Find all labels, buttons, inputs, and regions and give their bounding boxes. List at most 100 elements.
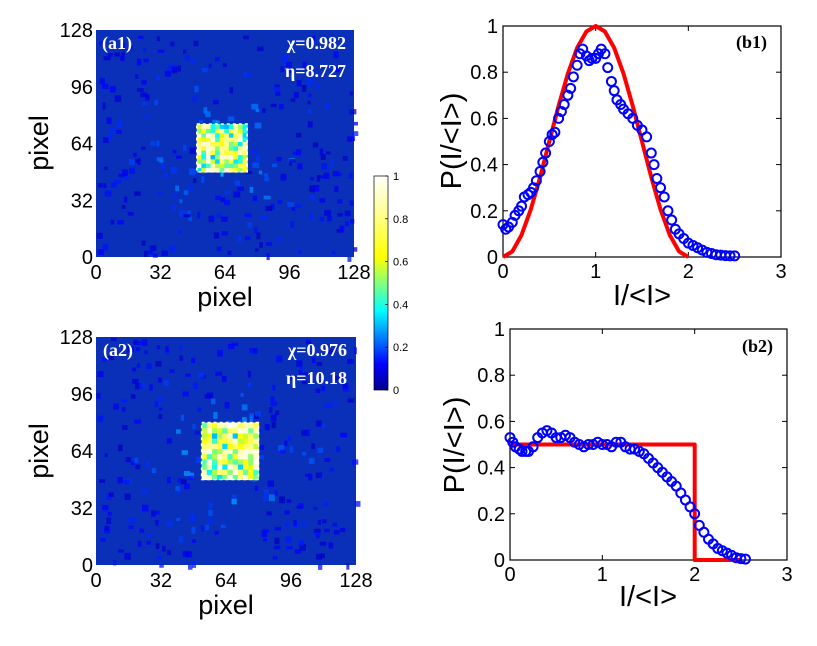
noise-pixel — [122, 407, 126, 412]
noise-pixel — [183, 190, 189, 196]
speckle-cell — [224, 141, 230, 147]
speckle-cell — [222, 422, 229, 429]
noise-pixel — [127, 211, 134, 216]
noise-pixel — [179, 199, 183, 204]
noise-pixel — [272, 556, 278, 560]
speckle-cell — [206, 443, 213, 450]
speckle-cell — [253, 422, 260, 429]
noise-pixel — [134, 159, 139, 163]
noise-pixel — [337, 199, 343, 204]
noise-pixel — [145, 94, 150, 101]
noise-pixel — [295, 132, 302, 138]
y-tick-label: 64 — [71, 134, 93, 156]
chi-value-a2: χ=0.976 — [287, 340, 347, 360]
noise-pixel — [97, 183, 103, 188]
noise-pixel — [205, 524, 210, 531]
noise-pixel — [150, 141, 156, 146]
speckle-cell — [205, 158, 212, 164]
speckle-cell — [224, 154, 230, 160]
speckle-cell — [217, 427, 223, 434]
noise-pixel — [128, 525, 135, 530]
noise-pixel — [139, 528, 145, 533]
eta-value-a1: η=8.727 — [285, 61, 346, 81]
noise-pixel — [118, 549, 124, 553]
noise-pixel — [265, 242, 273, 246]
speckle-cell — [210, 132, 216, 138]
noise-pixel — [152, 253, 158, 258]
noise-pixel — [169, 369, 175, 373]
speckle-cell — [219, 163, 225, 169]
noise-pixel — [309, 195, 315, 200]
speckle-cell — [224, 163, 230, 169]
noise-pixel — [305, 339, 311, 345]
speckle-cell — [232, 474, 239, 481]
data-point — [729, 250, 741, 262]
y-tick-label: 0 — [487, 247, 498, 269]
speckle-cell — [196, 150, 202, 156]
speckle-cell — [237, 474, 244, 481]
noise-pixel — [103, 183, 107, 189]
noise-pixel — [143, 250, 148, 257]
noise-pixel — [337, 213, 343, 217]
speckle-cell — [248, 463, 254, 470]
noise-pixel — [223, 217, 227, 221]
noise-pixel — [267, 480, 274, 487]
speckle-cell — [219, 150, 225, 156]
noise-pixel — [192, 561, 196, 568]
speckle-cell — [242, 132, 248, 138]
speckle-cell — [210, 163, 216, 169]
speckle-noise — [96, 337, 361, 570]
noise-pixel — [179, 344, 183, 351]
noise-pixel — [252, 162, 260, 169]
noise-pixel — [159, 407, 163, 411]
noise-pixel — [224, 199, 231, 206]
speckle-cell — [238, 123, 244, 129]
noise-pixel — [117, 476, 123, 484]
data-point — [689, 508, 701, 520]
speckle-cell — [242, 443, 249, 450]
speckle-cell — [228, 132, 235, 138]
noise-pixel — [227, 250, 232, 256]
noise-pixel — [108, 355, 115, 361]
noise-pixel — [107, 511, 112, 516]
noise-pixel — [183, 471, 191, 477]
noise-pixel — [227, 343, 235, 350]
speckle-cell — [253, 463, 260, 470]
speckle-cell — [201, 463, 208, 470]
noise-pixel — [329, 467, 334, 472]
noise-pixel — [331, 401, 338, 405]
noise-pixel — [128, 159, 135, 166]
speckle-cell — [224, 132, 230, 138]
data-point — [543, 136, 555, 147]
speckle-cell — [206, 463, 213, 470]
noise-pixel — [109, 86, 116, 93]
noise-pixel — [206, 392, 214, 399]
noise-pixel — [99, 78, 105, 85]
noise-pixel — [309, 214, 313, 220]
speckle-cell — [217, 458, 223, 465]
x-tick-label: 128 — [339, 570, 372, 592]
data-point — [666, 214, 678, 226]
data-point — [567, 71, 579, 83]
speckle-cell — [228, 167, 235, 173]
noise-pixel — [254, 485, 259, 491]
noise-pixel — [298, 503, 304, 508]
speckle-cell — [222, 427, 229, 434]
speckle-cell — [253, 474, 260, 481]
noise-pixel — [257, 46, 264, 52]
noise-pixel — [159, 564, 164, 568]
noise-pixel — [310, 177, 314, 181]
speckle-cell — [206, 458, 213, 465]
noise-pixel — [189, 168, 196, 176]
noise-pixel — [165, 345, 169, 353]
data-point — [546, 129, 558, 141]
measured-points — [504, 425, 751, 565]
noise-pixel — [320, 154, 326, 161]
noise-pixel — [258, 170, 263, 175]
noise-pixel — [163, 380, 169, 387]
noise-pixel — [108, 133, 113, 140]
speckle-cell — [228, 163, 235, 169]
speckle-cell — [217, 474, 223, 481]
noise-pixel — [254, 411, 261, 417]
noise-pixel — [177, 65, 181, 72]
